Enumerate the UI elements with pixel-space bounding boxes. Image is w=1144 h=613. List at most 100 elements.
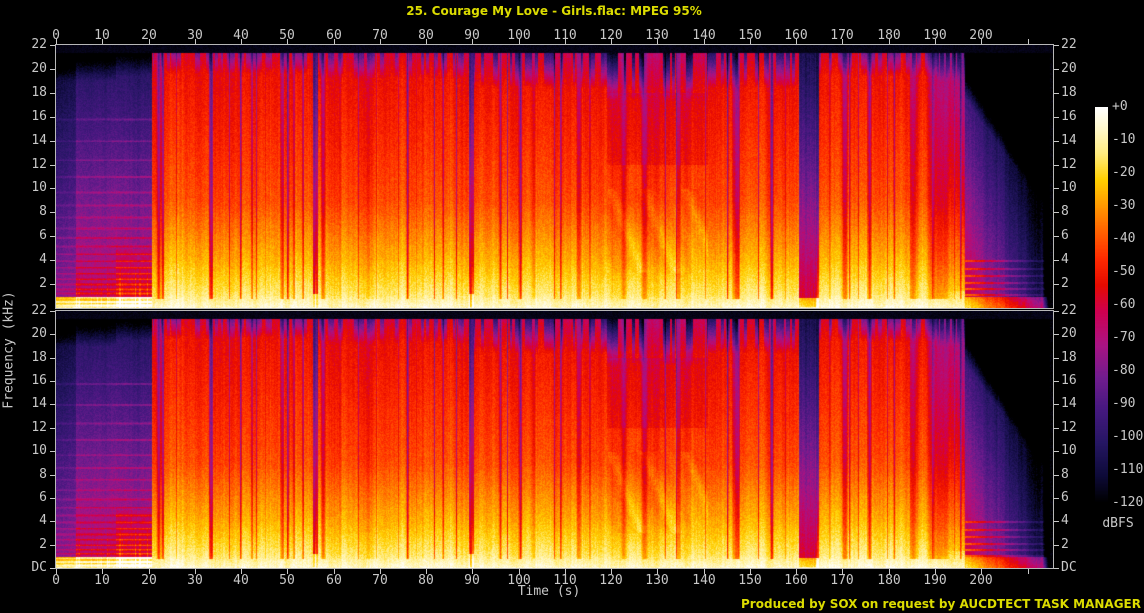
frequency-tick-label: DC <box>1061 560 1077 575</box>
time-tick <box>935 39 936 44</box>
time-tick-label: 60 <box>326 573 342 588</box>
time-tick-label: 140 <box>692 573 716 588</box>
colorbar-tick-label: -110 <box>1112 462 1144 477</box>
time-tick-label: 30 <box>187 573 203 588</box>
time-tick-label: 180 <box>877 573 901 588</box>
time-tick-label: 150 <box>738 28 762 43</box>
time-tick <box>241 569 242 574</box>
frequency-tick-label: 6 <box>39 490 47 505</box>
time-tick-label: 20 <box>141 28 157 43</box>
frequency-tick <box>1054 212 1059 213</box>
time-tick-label: 180 <box>877 28 901 43</box>
frequency-tick <box>1054 498 1059 499</box>
frequency-tick <box>1054 45 1059 46</box>
frequency-tick <box>1054 428 1059 429</box>
frequency-tick <box>50 545 55 546</box>
frequency-tick <box>1054 141 1059 142</box>
colorbar <box>1095 107 1108 503</box>
frequency-tick-label: 10 <box>31 443 47 458</box>
frequency-tick-label: 4 <box>1061 252 1069 267</box>
time-tick-label: 110 <box>553 28 577 43</box>
time-tick <box>889 39 890 44</box>
frequency-tick <box>50 334 55 335</box>
time-tick <box>519 39 520 44</box>
frequency-tick <box>1054 69 1059 70</box>
frequency-tick-label: 10 <box>1061 443 1077 458</box>
time-tick-label: 150 <box>738 573 762 588</box>
time-tick <box>149 569 150 574</box>
time-tick-label: 20 <box>141 573 157 588</box>
time-tick <box>842 39 843 44</box>
time-tick <box>102 39 103 44</box>
frequency-tick-label: 20 <box>31 326 47 341</box>
frequency-tick-label: 16 <box>1061 373 1077 388</box>
colorbar-tick-label: -50 <box>1112 264 1136 279</box>
frequency-tick-label: 14 <box>1061 133 1077 148</box>
frequency-tick <box>1054 188 1059 189</box>
frequency-tick <box>50 311 55 312</box>
time-tick <box>241 39 242 44</box>
frequency-tick <box>50 451 55 452</box>
time-tick <box>796 569 797 574</box>
frequency-tick <box>50 45 55 46</box>
colorbar-tick-label: -10 <box>1112 132 1136 147</box>
time-tick <box>287 39 288 44</box>
time-tick-label: 140 <box>692 28 716 43</box>
time-tick <box>472 569 473 574</box>
time-tick-label: 90 <box>464 573 480 588</box>
frequency-tick-label: 8 <box>39 467 47 482</box>
frequency-tick <box>1054 117 1059 118</box>
frequency-tick-label: 2 <box>39 537 47 552</box>
frequency-tick-label: 22 <box>1061 303 1077 318</box>
time-tick <box>750 569 751 574</box>
colorbar-tick-label: -30 <box>1112 198 1136 213</box>
time-tick <box>704 39 705 44</box>
time-tick-label: 10 <box>94 573 110 588</box>
frequency-tick <box>50 568 55 569</box>
frequency-tick <box>50 188 55 189</box>
frequency-tick-label: 22 <box>31 303 47 318</box>
frequency-tick <box>50 521 55 522</box>
frequency-tick-label: 8 <box>1061 204 1069 219</box>
frequency-tick <box>1054 358 1059 359</box>
frequency-tick-label: 18 <box>31 350 47 365</box>
time-tick-label: 190 <box>923 573 947 588</box>
frequency-tick <box>50 165 55 166</box>
frequency-tick <box>1054 381 1059 382</box>
frequency-tick-label: 22 <box>31 37 47 52</box>
time-tick <box>195 569 196 574</box>
colorbar-tick-label: -60 <box>1112 297 1136 312</box>
frequency-tick <box>1054 284 1059 285</box>
frequency-tick-label: 16 <box>31 109 47 124</box>
colorbar-tick-label: -80 <box>1112 363 1136 378</box>
frequency-tick-label: 16 <box>1061 109 1077 124</box>
frequency-tick-label: 12 <box>31 420 47 435</box>
frequency-tick-label: 12 <box>1061 420 1077 435</box>
frequency-tick-label: 18 <box>31 85 47 100</box>
time-tick-label: 70 <box>372 28 388 43</box>
time-tick <box>1028 569 1029 574</box>
frequency-tick-label: 4 <box>1061 513 1069 528</box>
time-tick-label: 120 <box>599 28 623 43</box>
time-tick <box>981 569 982 574</box>
time-tick-label: 50 <box>279 28 295 43</box>
frequency-tick <box>1054 334 1059 335</box>
time-axis-title: Time (s) <box>517 584 581 599</box>
time-tick <box>704 569 705 574</box>
frequency-tick-label: 8 <box>39 204 47 219</box>
frequency-tick-label: 20 <box>1061 61 1077 76</box>
frequency-tick-label: 10 <box>31 180 47 195</box>
frequency-tick <box>50 498 55 499</box>
time-tick-label: 130 <box>645 28 669 43</box>
frequency-tick-label: 14 <box>1061 396 1077 411</box>
time-tick-label: 160 <box>784 573 808 588</box>
time-tick-label: 130 <box>645 573 669 588</box>
frequency-tick <box>1054 93 1059 94</box>
time-tick <box>611 39 612 44</box>
time-tick <box>657 569 658 574</box>
time-tick <box>1028 39 1029 44</box>
frequency-tick <box>50 212 55 213</box>
frequency-tick <box>1054 451 1059 452</box>
time-tick <box>750 39 751 44</box>
